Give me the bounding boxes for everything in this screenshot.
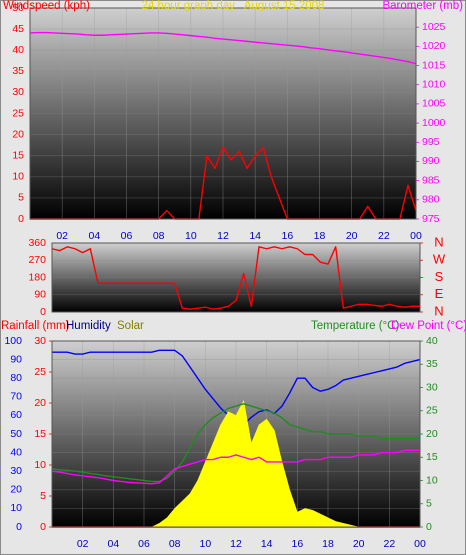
plot-frame — [51, 340, 421, 528]
y2-tick-label: 1020 — [422, 40, 446, 52]
y-tick-label: 90 — [10, 353, 22, 365]
y2-tick-label: 40 — [426, 335, 438, 347]
y2-tick-label: W — [433, 252, 446, 267]
x-tick-label: 20 — [346, 230, 358, 242]
y2-tick-label: 995 — [422, 136, 440, 148]
y2-tick-label: 20 — [426, 428, 438, 440]
y2-tick-label: 0 — [426, 521, 432, 533]
x-tick-label: 08 — [169, 538, 181, 550]
x-tick-label: 06 — [121, 230, 133, 242]
y-tick-label: 100 — [4, 335, 22, 347]
line — [51, 246, 420, 310]
x-tick-label: 02 — [56, 230, 68, 242]
x-tick-label: 16 — [281, 230, 293, 242]
series-name: Barometer (mb) — [382, 0, 463, 12]
x-tick-label: 18 — [314, 230, 326, 242]
line — [29, 31, 417, 65]
y-tick-label: 10 — [10, 502, 22, 514]
x-tick-label: 00 — [414, 538, 426, 550]
y-tick-label: 50 — [10, 428, 22, 440]
series-name: Humidity — [66, 320, 111, 332]
y2-tick-label: N — [434, 303, 443, 318]
line — [51, 403, 420, 483]
y3-tick-label: 5 — [40, 490, 46, 502]
y-tick-label: 20 — [10, 484, 22, 496]
x-tick-label: 12 — [230, 538, 242, 550]
series-name: Temperature (°C) — [311, 320, 399, 332]
y-tick-label: 50 — [12, 2, 24, 14]
x-tick-label: 10 — [199, 538, 211, 550]
x-tick-label: 10 — [185, 230, 197, 242]
x-tick-label: 00 — [410, 230, 422, 242]
y-tick-label: 180 — [28, 271, 46, 283]
y2-tick-label: E — [435, 286, 444, 301]
y2-tick-label: 985 — [422, 174, 440, 186]
series-name: Solar — [117, 320, 144, 332]
y-tick-label: 30 — [10, 465, 22, 477]
x-tick-label: 18 — [322, 538, 334, 550]
y2-tick-label: 15 — [426, 451, 438, 463]
y-tick-label: 70 — [10, 391, 22, 403]
y-tick-label: 15 — [12, 149, 24, 161]
y3-tick-label: 25 — [34, 366, 46, 378]
x-tick-label: 14 — [249, 230, 261, 242]
y-tick-label: 35 — [12, 65, 24, 77]
y3-tick-label: 30 — [34, 335, 46, 347]
x-tick-label: 22 — [383, 538, 395, 550]
y-tick-label: 0 — [18, 213, 24, 225]
plot-frame — [51, 242, 421, 313]
y-tick-label: 30 — [12, 86, 24, 98]
x-tick-label: 08 — [153, 230, 165, 242]
y-tick-label: 90 — [34, 289, 46, 301]
x-tick-label: 06 — [138, 538, 150, 550]
x-tick-label: 12 — [217, 230, 229, 242]
y2-tick-label: 980 — [422, 194, 440, 206]
plot-frame — [29, 7, 417, 220]
x-tick-label: 02 — [77, 538, 89, 550]
series-name: Rainfall (mm) — [1, 320, 70, 332]
y2-tick-label: 35 — [426, 358, 438, 370]
y-tick-label: 20 — [12, 128, 24, 140]
y3-tick-label: 20 — [34, 397, 46, 409]
x-tick-label: 14 — [261, 538, 273, 550]
y2-tick-label: 5 — [426, 498, 432, 510]
y-tick-label: 270 — [28, 254, 46, 266]
y2-tick-label: 10 — [426, 474, 438, 486]
y2-tick-label: 1015 — [422, 59, 446, 71]
y2-tick-label: 1025 — [422, 21, 446, 33]
y2-tick-label: 25 — [426, 405, 438, 417]
y3-tick-label: 0 — [40, 521, 46, 533]
x-tick-label: 04 — [88, 230, 100, 242]
x-tick-label: 04 — [107, 538, 119, 550]
y3-tick-label: 15 — [34, 428, 46, 440]
y-tick-label: 80 — [10, 372, 22, 384]
series-name: Dew Point (°C) — [391, 320, 466, 332]
y2-tick-label: 1000 — [422, 117, 446, 129]
y2-tick-label: 990 — [422, 155, 440, 167]
x-tick-label: 20 — [353, 538, 365, 550]
y2-tick-label: 1010 — [422, 79, 446, 91]
y-tick-label: 10 — [12, 171, 24, 183]
y-tick-label: 40 — [10, 446, 22, 458]
y-tick-label: 0 — [40, 306, 46, 318]
x-tick-label: 22 — [378, 230, 390, 242]
chart-title: 24 hour graph day August 15 2008 — [142, 0, 325, 12]
x-tick-label: 16 — [291, 538, 303, 550]
y3-tick-label: 10 — [34, 459, 46, 471]
y2-tick-label: S — [435, 269, 444, 284]
y-tick-label: 45 — [12, 23, 24, 35]
y2-tick-label: N — [434, 234, 443, 249]
y-tick-label: 60 — [10, 409, 22, 421]
y-tick-label: 0 — [16, 521, 22, 533]
y-tick-label: 360 — [28, 237, 46, 249]
y-tick-label: 40 — [12, 44, 24, 56]
line — [51, 449, 420, 485]
y2-tick-label: 30 — [426, 381, 438, 393]
y-tick-label: 5 — [18, 192, 24, 204]
y2-tick-label: 1005 — [422, 98, 446, 110]
y-tick-label: 25 — [12, 107, 24, 119]
y2-tick-label: 975 — [422, 213, 440, 225]
series-name: Windspeed (kph) — [3, 0, 90, 12]
